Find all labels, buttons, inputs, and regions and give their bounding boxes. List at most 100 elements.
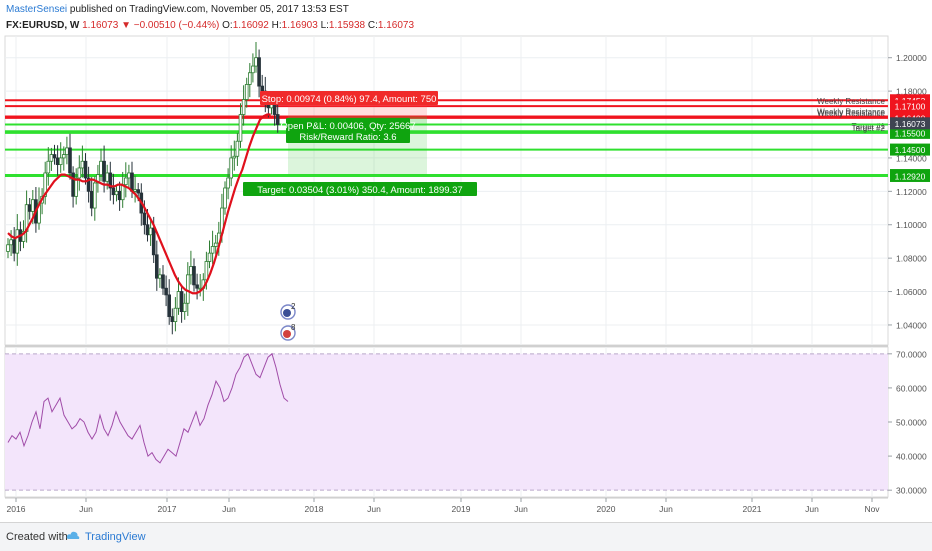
y-tick-label: 1.08000 xyxy=(896,254,927,264)
created-with-text: Created with xyxy=(6,531,68,543)
candle-body xyxy=(226,177,230,189)
x-tick-label: 2020 xyxy=(597,504,616,514)
x-tick-label: Jun xyxy=(222,504,236,514)
low-label: L: xyxy=(320,20,329,31)
target-tag: Target: 0.03504 (3.01%) 350.4, Amount: 1… xyxy=(243,182,477,196)
candle-body xyxy=(241,99,246,115)
x-tick-label: 2018 xyxy=(305,504,324,514)
axis-price-tag-text: 1.12920 xyxy=(895,171,926,181)
x-tick-label: Jun xyxy=(514,504,528,514)
candle-body xyxy=(170,316,175,323)
candle-body xyxy=(207,252,212,262)
candle-body xyxy=(77,167,82,179)
x-tick-label: Nov xyxy=(864,504,880,514)
y-tick-label: 1.12000 xyxy=(896,187,927,197)
axis-price-tag xyxy=(890,169,930,182)
flag-dot-icon xyxy=(283,309,291,317)
x-tick-label: Jun xyxy=(805,504,819,514)
ema-line xyxy=(7,113,271,295)
candle-body xyxy=(164,287,168,296)
candle-body xyxy=(9,239,13,246)
published-text: published on TradingView.com, November 0… xyxy=(67,4,349,15)
pnl-tag-text: Open P&L: 0.00406, Qty: 25667 xyxy=(280,121,415,132)
candle-body xyxy=(189,266,193,276)
candle-body xyxy=(161,274,165,289)
candle-body xyxy=(130,172,134,192)
candle-body xyxy=(210,246,215,254)
x-tick-label: 2021 xyxy=(743,504,762,514)
level-label: Weekly Resistance xyxy=(817,109,885,118)
level-label: Target #2 xyxy=(852,124,886,133)
y-tick-label: 1.06000 xyxy=(896,287,927,297)
candle-body xyxy=(52,154,57,159)
candle-body xyxy=(204,261,209,281)
candle-body xyxy=(15,229,20,254)
candle-body xyxy=(235,140,240,157)
candle-body xyxy=(74,177,79,197)
last-price-tag xyxy=(890,117,930,130)
footer-bar: Created with TradingView xyxy=(0,522,932,551)
candle-body xyxy=(89,190,94,209)
axis-price-tag-text: 1.15500 xyxy=(895,128,926,138)
candle-body xyxy=(173,307,178,323)
level-label: Target #1 xyxy=(852,122,886,131)
candle-body xyxy=(176,291,181,309)
candle-body xyxy=(83,160,88,179)
x-tick-label: 2016 xyxy=(7,504,26,514)
author-link[interactable]: MasterSensei xyxy=(6,4,68,15)
y-tick-label: 1.18000 xyxy=(896,87,927,97)
candle-body xyxy=(58,157,63,166)
y-tick-label: 1.04000 xyxy=(896,320,927,330)
price-change: ▼ −0.00510 (−0.44%) xyxy=(121,20,220,31)
candle-body xyxy=(120,184,125,201)
candle-body xyxy=(238,114,243,142)
y-tick-label: 1.20000 xyxy=(896,53,927,63)
candle-body xyxy=(86,177,91,192)
tradingview-brand[interactable]: TradingView xyxy=(85,531,146,543)
rsi-y-tick-label: 70.0000 xyxy=(896,349,927,359)
high-value: 1.16903 xyxy=(281,20,318,31)
candle-body xyxy=(117,190,122,201)
candle-body xyxy=(185,274,190,304)
header-line-2: FX:EURUSD, W 1.16073 ▼ −0.00510 (−0.44%)… xyxy=(6,20,414,31)
price-chart[interactable]: 1.200001.180001.160001.140001.120001.100… xyxy=(0,0,932,522)
candle-body xyxy=(232,155,237,159)
tradingview-cloud-icon xyxy=(66,531,80,539)
close-label: C: xyxy=(367,20,378,31)
high-label: H: xyxy=(271,20,282,31)
candle-body xyxy=(55,157,60,166)
candle-body xyxy=(65,147,69,155)
candle-body xyxy=(192,266,196,286)
candle-body xyxy=(223,187,227,209)
candle-body xyxy=(257,57,261,87)
rsi-line xyxy=(7,352,289,464)
candle-body xyxy=(102,160,106,182)
candle-body xyxy=(27,204,32,212)
stop-tag: Stop: 0.00974 (0.84%) 97.4, Amount: 750 xyxy=(260,91,438,105)
x-tick-label: 2019 xyxy=(452,504,471,514)
candle-body xyxy=(158,274,162,279)
candle-body xyxy=(93,182,97,209)
axis-price-tag-text: 1.14500 xyxy=(895,145,926,155)
y-tick-label: 1.10000 xyxy=(896,220,927,230)
candle-body xyxy=(127,172,131,179)
candle-body xyxy=(21,231,26,242)
pnl-tag-text: Risk/Reward Ratio: 3.6 xyxy=(299,132,396,143)
last-price-tag-text: 1.16073 xyxy=(895,119,926,129)
candle-body xyxy=(148,227,153,236)
axis-price-tag xyxy=(890,143,930,156)
candle-body xyxy=(229,157,234,179)
candle-body xyxy=(244,84,249,100)
rsi-y-tick-label: 40.0000 xyxy=(896,452,927,462)
low-value: 1.15938 xyxy=(328,20,366,31)
rsi-y-tick-label: 60.0000 xyxy=(896,383,927,393)
last-price: 1.16073 xyxy=(82,20,119,31)
x-tick-label: 2017 xyxy=(158,504,177,514)
open-value: 1.16092 xyxy=(232,20,269,31)
x-tick-label: Jun xyxy=(79,504,93,514)
candle-body xyxy=(99,160,103,176)
axis-price-tag-text: 1.17100 xyxy=(895,102,926,112)
axis-price-tag xyxy=(890,100,930,113)
event-badge-count: 2 xyxy=(291,302,296,311)
candle-body xyxy=(108,172,113,189)
